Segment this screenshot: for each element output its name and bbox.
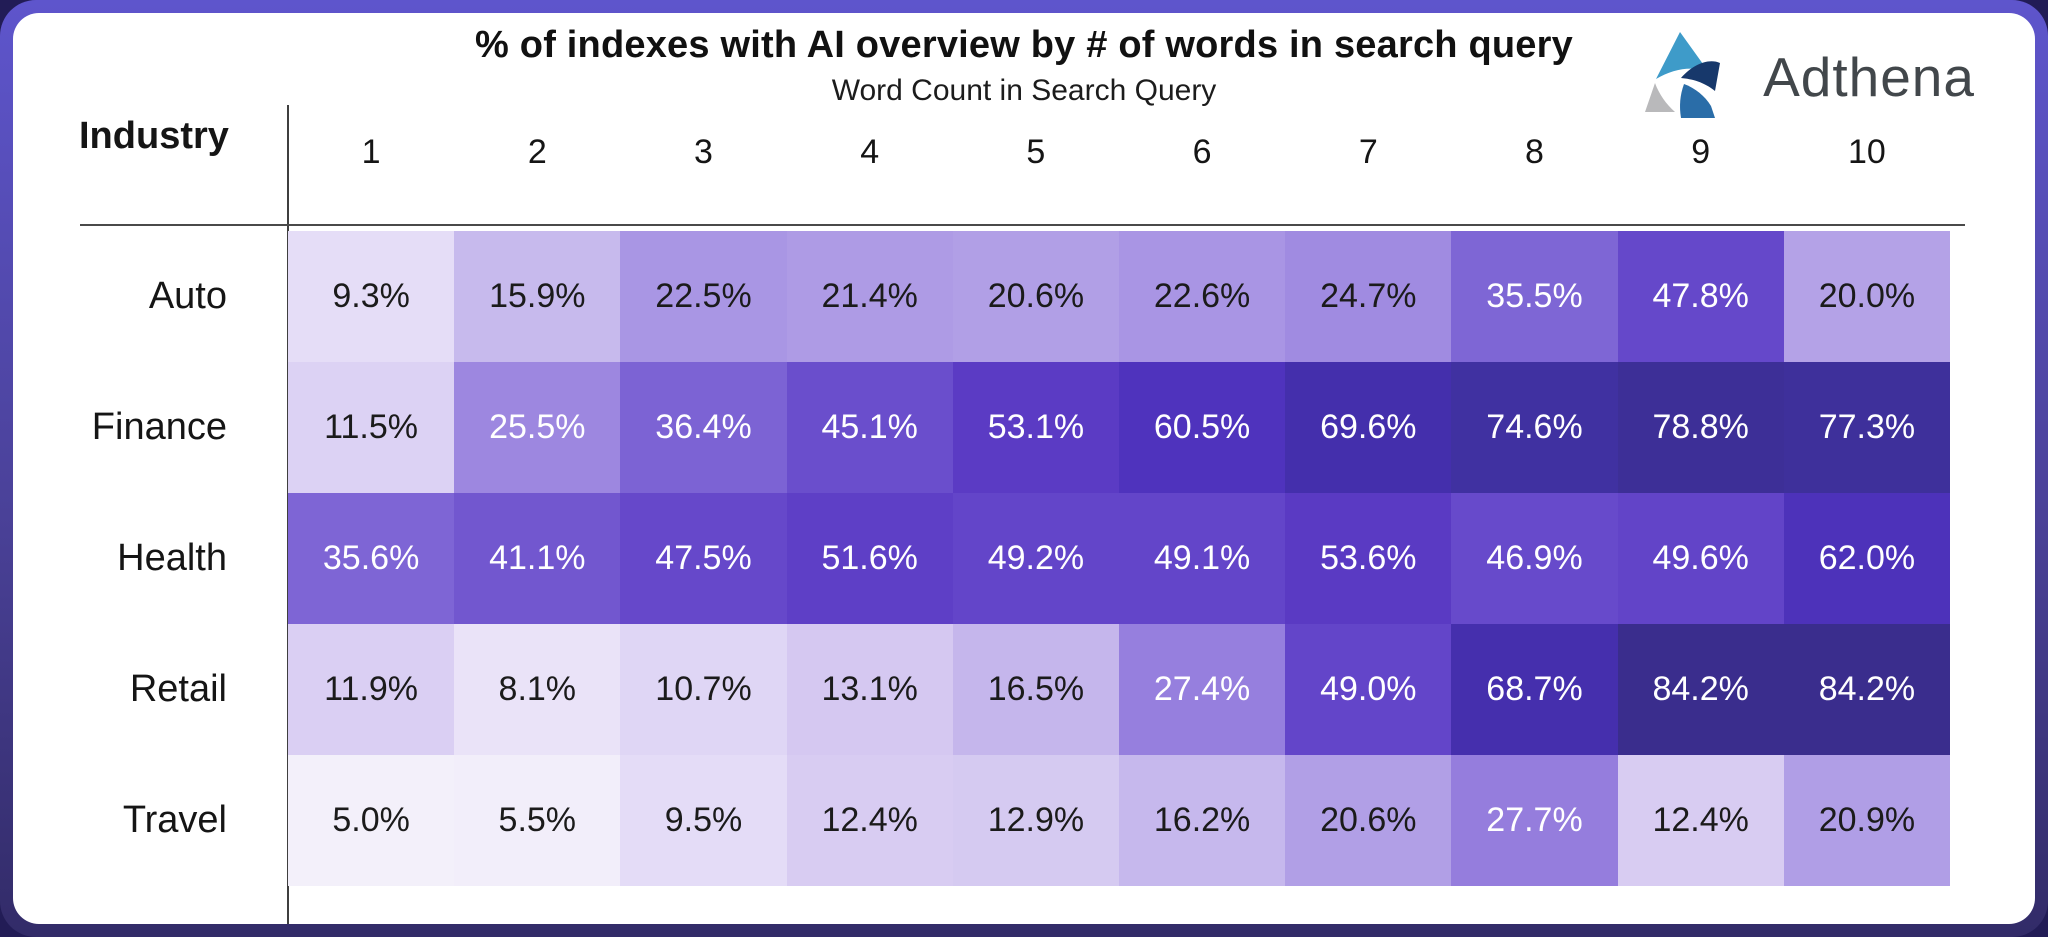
heatmap-cell: 11.9% <box>288 624 455 755</box>
heatmap-cell: 12.4% <box>786 755 953 886</box>
heatmap-cell: 47.5% <box>620 493 787 624</box>
heatmap-cell: 5.0% <box>288 755 455 886</box>
column-header: 6 <box>1192 132 1212 171</box>
heatmap-cell: 36.4% <box>620 362 787 493</box>
heatmap-cell: 62.0% <box>1783 493 1950 624</box>
row-labels: Auto Finance Health Retail Travel <box>13 231 257 886</box>
column-header: 10 <box>1847 132 1886 171</box>
heatmap-cell: 77.3% <box>1783 362 1950 493</box>
column-header: 3 <box>694 132 713 171</box>
heatmap-cell: 60.5% <box>1118 362 1286 493</box>
adthena-logo: Adthena <box>1641 27 1975 127</box>
heatmap-cell: 21.4% <box>786 231 953 362</box>
column-header: 2 <box>527 132 547 171</box>
heatmap-cell: 49.2% <box>952 493 1119 624</box>
header-divider-line <box>80 224 1965 226</box>
heatmap-cell: 68.7% <box>1451 624 1618 755</box>
heatmap-cell: 69.6% <box>1285 362 1452 493</box>
heatmap-cell: 12.4% <box>1617 755 1784 886</box>
heatmap-cell: 35.6% <box>288 493 455 624</box>
heatmap-cell: 16.5% <box>952 624 1119 755</box>
column-headers: 1 2 3 4 5 6 7 8 9 10 <box>288 129 1950 175</box>
heatmap-cell: 5.5% <box>454 755 621 886</box>
heatmap-cell: 49.1% <box>1118 493 1286 624</box>
heatmap-cell: 51.6% <box>786 493 953 624</box>
column-header: 4 <box>860 132 880 171</box>
heatmap-cell: 27.7% <box>1451 755 1618 886</box>
heatmap-cell: 47.8% <box>1617 231 1784 362</box>
heatmap-cell: 20.0% <box>1783 231 1950 362</box>
heatmap-cell: 11.5% <box>288 362 455 493</box>
row-label: Auto <box>148 275 227 317</box>
row-label: Retail <box>129 668 227 710</box>
column-header: 1 <box>361 132 381 171</box>
column-header: 7 <box>1358 132 1378 171</box>
heatmap-cell: 9.3% <box>288 231 455 362</box>
heatmap-cell: 78.8% <box>1617 362 1784 493</box>
heatmap-cell: 49.0% <box>1285 624 1452 755</box>
heatmap-cell: 35.5% <box>1451 231 1618 362</box>
heatmap-cell: 8.1% <box>454 624 621 755</box>
x-axis-title: Word Count in Search Query <box>831 74 1217 107</box>
heatmap-cell: 84.2% <box>1783 624 1950 755</box>
adthena-logo-text: Adthena <box>1763 46 1975 108</box>
row-label: Health <box>117 537 227 579</box>
heatmap-cell: 53.6% <box>1285 493 1452 624</box>
column-header: 8 <box>1525 132 1544 171</box>
row-label: Finance <box>91 406 227 448</box>
heatmap-grid: 9.3% 15.9% 22.5% 21.4% 20.6% 22.6% 24.7% 35.5% 4… <box>288 231 1950 886</box>
y-axis-title: Industry <box>79 115 229 157</box>
heatmap-cell: 16.2% <box>1118 755 1286 886</box>
heatmap-cell: 20.6% <box>952 231 1119 362</box>
heatmap-cell: 27.4% <box>1118 624 1286 755</box>
heatmap-cell: 15.9% <box>454 231 621 362</box>
row-label: Travel <box>122 799 227 841</box>
heatmap-cell: 10.7% <box>620 624 787 755</box>
heatmap-cell: 22.5% <box>620 231 787 362</box>
heatmap-cell: 46.9% <box>1451 493 1618 624</box>
adthena-logo-mark <box>1645 32 1721 118</box>
heatmap-cell: 24.7% <box>1285 231 1452 362</box>
heatmap-cell: 13.1% <box>786 624 953 755</box>
column-header: 5 <box>1026 132 1046 171</box>
heatmap-cell: 20.9% <box>1783 755 1950 886</box>
heatmap-cell: 25.5% <box>454 362 621 493</box>
heatmap-cell: 9.5% <box>620 755 787 886</box>
chart-card: % of indexes with AI overview by # of wo… <box>13 13 2035 924</box>
heatmap-cell: 49.6% <box>1617 493 1784 624</box>
heatmap-cell: 12.9% <box>952 755 1119 886</box>
heatmap-cell: 41.1% <box>454 493 621 624</box>
heatmap-cell: 20.6% <box>1285 755 1452 886</box>
chart-title: % of indexes with AI overview by # of wo… <box>475 24 1573 66</box>
heatmap-cell: 84.2% <box>1617 624 1784 755</box>
heatmap-cell: 74.6% <box>1451 362 1618 493</box>
column-header: 9 <box>1691 132 1711 171</box>
heatmap-cell: 53.1% <box>952 362 1119 493</box>
heatmap-cell: 22.6% <box>1118 231 1286 362</box>
heatmap-cell: 45.1% <box>786 362 953 493</box>
